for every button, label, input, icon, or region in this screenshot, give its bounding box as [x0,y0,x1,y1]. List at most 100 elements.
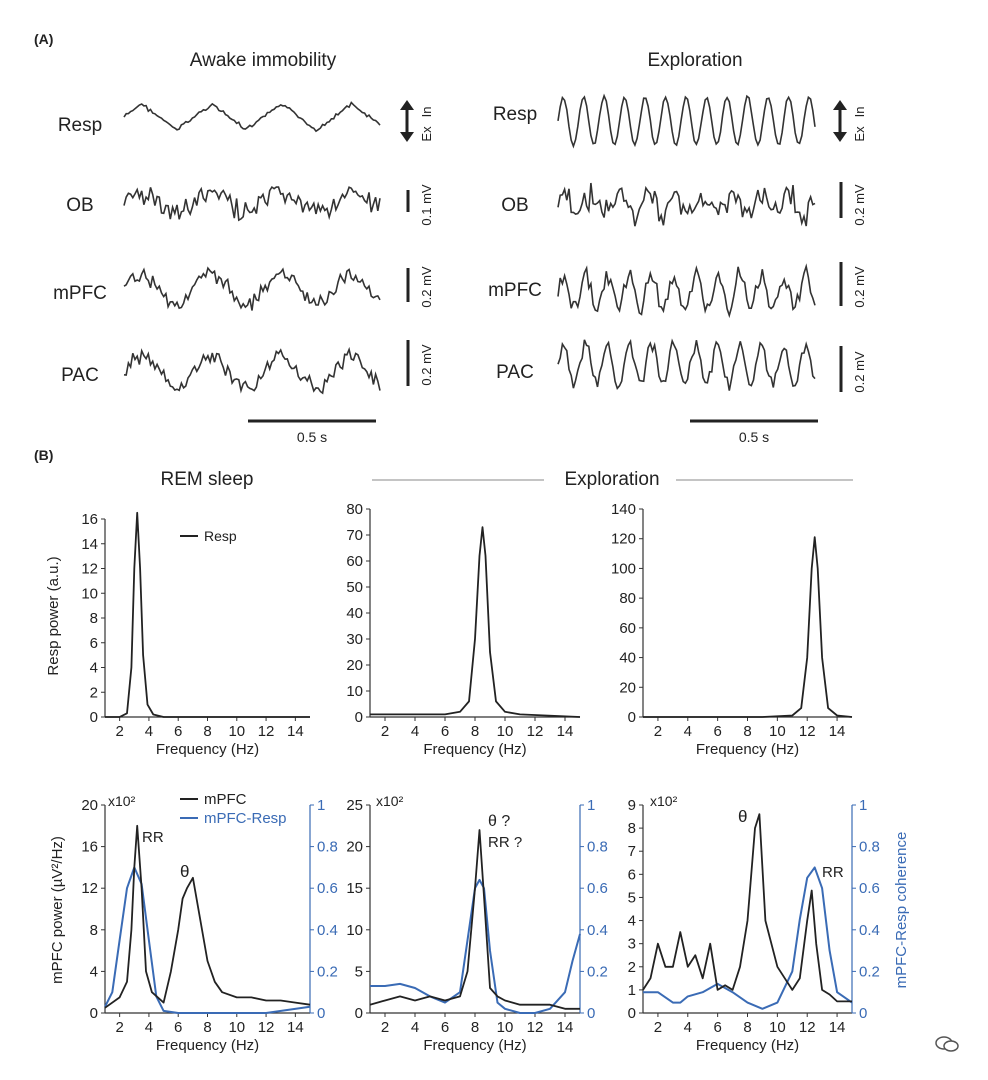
scale-label-ob-right: 0.2 mV [852,184,867,226]
rem-sleep-title: REM sleep [161,469,254,490]
resp-ex-label-right: Ex [852,126,867,142]
chart6-ytick-label: 8 [628,820,636,837]
chart6-ytick-label: 4 [628,913,636,930]
chart2-ytick-label: 10 [346,683,363,700]
trace-mpfc-right [557,263,816,319]
chart2-xlabel: Frequency (Hz) [423,741,526,758]
chart4-series-power [104,824,311,1009]
chart5-y2tick-label: 0.8 [587,839,608,856]
ann-theta-1: θ [180,862,189,881]
exploration-title-b: Exploration [564,469,659,490]
chart3-ytick-label: 140 [611,501,636,518]
chart6-y2tick-label: 1 [859,797,867,814]
chart2-ytick-label: 70 [346,527,363,544]
chart3-ytick-label: 40 [619,650,636,667]
chart5-y2tick-label: 1 [587,797,595,814]
chart2-ytick-label: 80 [346,501,363,518]
chart6-xtick-label: 12 [799,1019,816,1036]
trace-resp-right [557,93,816,149]
trace-label-mpfc-right: mPFC [488,280,542,301]
chart6-y2tick-label: 0 [859,1005,867,1022]
ann-theta-q: θ ? [488,813,510,830]
chart5-series-power [369,829,580,1010]
chart4-xtick-label: 12 [258,1019,275,1036]
legend-resp-label: Resp [204,528,237,544]
multiplier-3: x10² [650,793,678,809]
resp-arrow-icon-right [833,100,847,142]
time-bar-label-left: 0.5 s [297,429,327,445]
watermark [934,1034,960,1054]
chart6-ytick-label: 2 [628,959,636,976]
resp-in-label-left: In [419,107,434,118]
scale-label-mpfc-right: 0.2 mV [852,266,867,308]
chart5-xtick-label: 12 [527,1019,544,1036]
ann-rr-3: RR [822,864,844,881]
chart4-ytick-label: 4 [90,963,98,980]
trace-pac-right [557,338,816,391]
chart3-xtick-label: 4 [684,723,692,740]
chart4-xtick-label: 10 [228,1019,245,1036]
chart2-ytick-label: 50 [346,579,363,596]
chart6-xtick-label: 6 [713,1019,721,1036]
chart4-ytick-label: 20 [81,797,98,814]
chart3-xtick-label: 12 [799,723,816,740]
chart1-ytick-label: 12 [81,561,98,578]
chart5-y2tick-label: 0.2 [587,963,608,980]
chart2-ytick-label: 20 [346,657,363,674]
chart6-series-power [642,813,852,1003]
chart2-series-power [370,526,581,718]
chart2-xtick-label: 10 [497,723,514,740]
chart3-ytick-label: 120 [611,531,636,548]
chart1-ytick-label: 14 [81,536,98,553]
chart5-ytick-label: 25 [346,797,363,814]
chart3-xtick-label: 8 [743,723,751,740]
chart6-xtick-label: 4 [684,1019,692,1036]
chart1-xtick-label: 8 [203,723,211,740]
chart3-xlabel: Frequency (Hz) [696,741,799,758]
chart5-xtick-label: 8 [471,1019,479,1036]
chart1-ytick-label: 10 [81,585,98,602]
chart1-xtick-label: 14 [287,723,304,740]
chart4-y2tick-label: 1 [317,797,325,814]
chart5-xlabel: Frequency (Hz) [423,1037,526,1054]
mpfc-power-ylabel: mPFC power (µV²/Hz) [49,836,66,984]
chart4-y2tick-label: 0.8 [317,839,338,856]
chart5-ytick-label: 15 [346,880,363,897]
chart5-xtick-label: 4 [411,1019,419,1036]
chart5-ytick-label: 0 [355,1005,363,1022]
trace-label-resp-right: Resp [493,104,537,125]
chart5-y2tick-label: 0 [587,1005,595,1022]
chart4-xtick-label: 2 [115,1019,123,1036]
chart6-ytick-label: 1 [628,982,636,999]
chart4-ytick-label: 8 [90,922,98,939]
resp-in-label-right: In [852,107,867,118]
chart2-xtick-label: 6 [441,723,449,740]
chart3-ytick-label: 60 [619,620,636,637]
chart6-xtick-label: 8 [743,1019,751,1036]
chart1-xtick-label: 2 [115,723,123,740]
chart3-xtick-label: 10 [769,723,786,740]
legend-mpfc-label: mPFC [204,791,247,808]
trace-label-mpfc-left: mPFC [53,283,107,304]
trace-resp-left [123,101,381,133]
chart4-xtick-label: 4 [145,1019,153,1036]
chart6-series-coherence [643,866,853,1010]
ann-theta-3: θ [738,807,747,826]
chart1-ytick-label: 0 [90,709,98,726]
chart1-ytick-label: 16 [81,511,98,528]
chart2-xtick-label: 8 [471,723,479,740]
trace-pac-left [123,346,381,395]
chart4-y2tick-label: 0 [317,1005,325,1022]
chart1-xlabel: Frequency (Hz) [156,741,259,758]
chart5-xtick-label: 2 [381,1019,389,1036]
chart4-xtick-label: 8 [203,1019,211,1036]
scale-label-mpfc-left: 0.2 mV [419,266,434,308]
chart4-y2tick-label: 0.4 [317,922,338,939]
chart2-xtick-label: 12 [527,723,544,740]
trace-label-resp-left: Resp [58,115,102,136]
chart3-series-power [643,536,853,718]
chart2-ytick-label: 30 [346,631,363,648]
chart5-y2tick-label: 0.4 [587,922,608,939]
chart4-series-coherence [104,866,311,1014]
